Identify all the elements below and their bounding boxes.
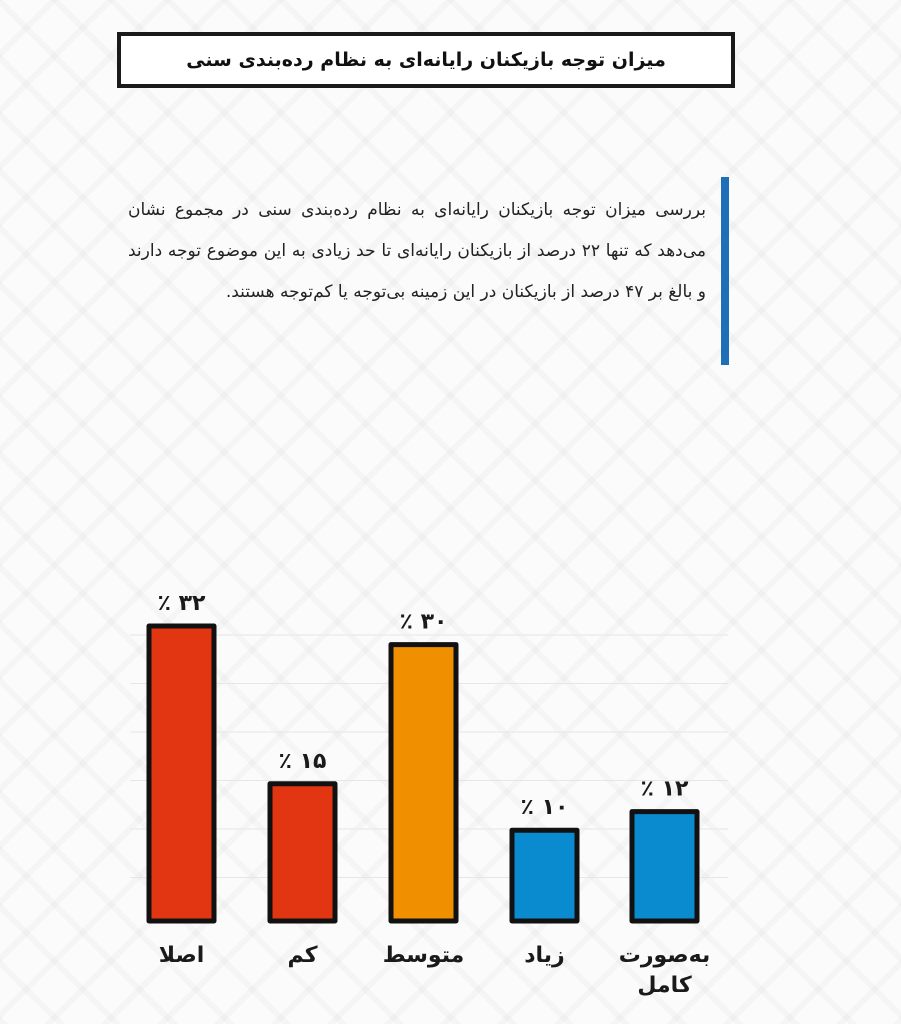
- bar: [509, 827, 580, 924]
- category-label: اصلا: [159, 943, 205, 968]
- category-label: زیاد: [524, 943, 564, 968]
- bar: [629, 809, 700, 924]
- category-label: متوسط: [383, 943, 465, 968]
- data-label: ٪ ۱۲: [641, 777, 690, 802]
- description-accent-bar: [721, 177, 729, 365]
- data-label: ٪ ۱۵: [279, 749, 327, 774]
- data-label: ٪ ۳۰: [400, 610, 448, 635]
- title-text: میزان توجه بازیکنان رایانه‌ای به نظام رد…: [186, 49, 666, 71]
- category-label: کامل: [637, 973, 692, 998]
- data-label: ٪ ۳۲: [158, 591, 207, 616]
- category-label: کم: [287, 943, 317, 968]
- category-label: به‌صورت: [619, 943, 710, 968]
- chart-title: میزان توجه بازیکنان رایانه‌ای به نظام رد…: [117, 32, 735, 88]
- bar: [388, 642, 459, 924]
- description-text: بررسی میزان توجه بازیکنان رایانه‌ای به ن…: [128, 200, 707, 302]
- bar: [267, 781, 338, 924]
- data-label: ٪ ۱۰: [521, 795, 569, 820]
- bar: [146, 623, 217, 924]
